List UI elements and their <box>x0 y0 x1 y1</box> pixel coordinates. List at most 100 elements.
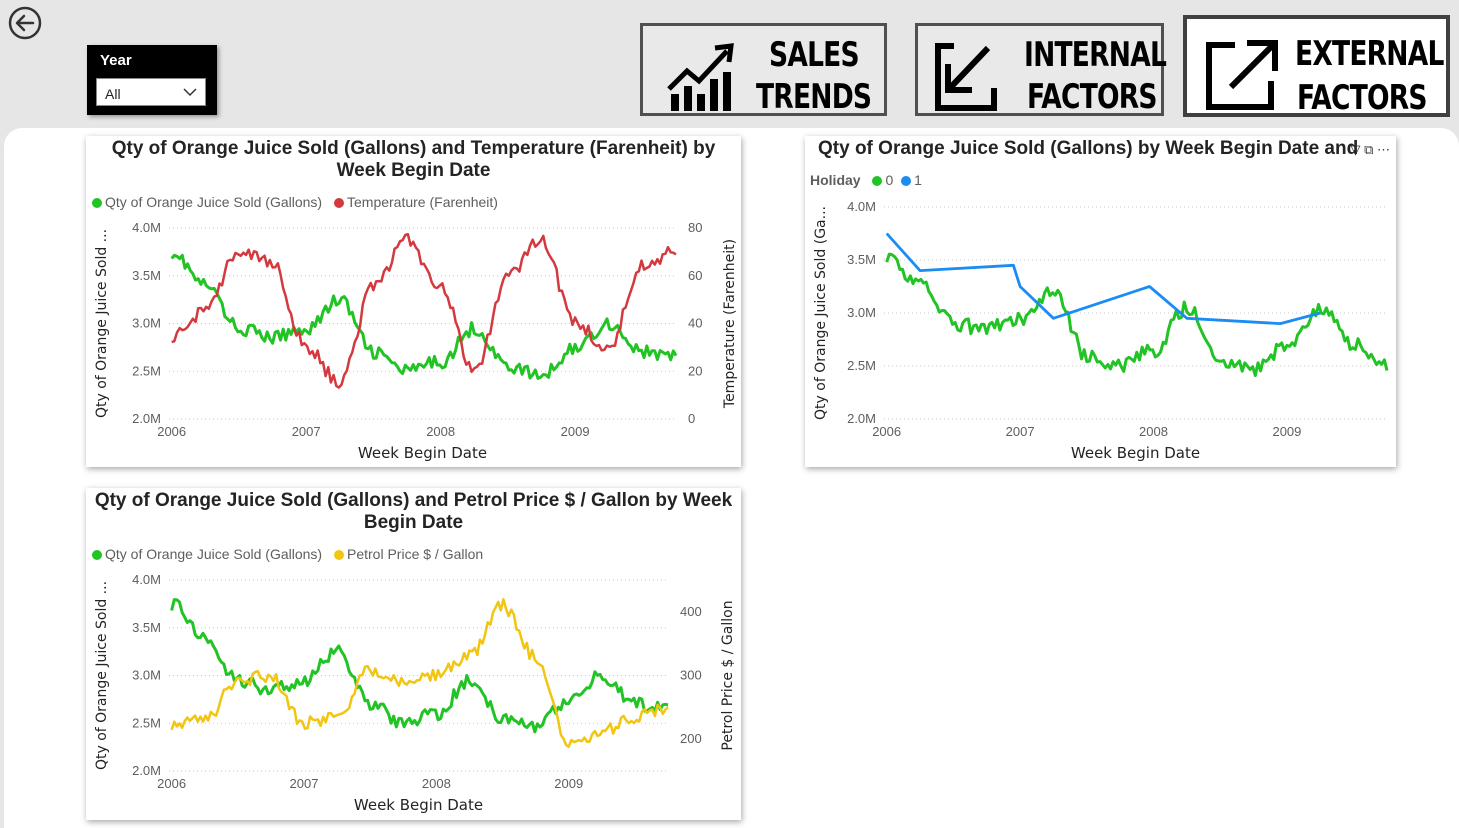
sales-trends-label-line2: TRENDS <box>756 77 872 117</box>
external-factors-label-line2: FACTORS <box>1297 78 1428 118</box>
y-axis-title-right: Petrol Price $ / Gallon <box>720 600 736 750</box>
petrol-chart-card[interactable]: Qty of Orange Juice Sold (Gallons) and P… <box>86 488 741 820</box>
y-tick-label-left: 2.0M <box>847 411 876 426</box>
more-options-icon[interactable]: ⋯ <box>1377 142 1390 157</box>
x-tick-label: 2006 <box>157 424 186 439</box>
x-tick-label: 2008 <box>422 776 451 791</box>
legend-item-qty[interactable]: Qty of Orange Juice Sold (Gallons) <box>92 194 322 210</box>
series-line-temperature-farenheit- <box>171 232 677 389</box>
x-tick-label: 2006 <box>157 776 186 791</box>
petrol-chart-plot: 4.0M 3.5M 3.0M 2.5M 2.0M 400 300 200 2006 2007 200… <box>94 572 736 814</box>
chart-legend: Qty of Orange Juice Sold (Gallons) Tempe… <box>92 194 506 210</box>
internal-factors-button[interactable]: INTERNAL FACTORS <box>915 23 1167 117</box>
legend-dot-green <box>92 198 102 208</box>
y-axis-title-left: Qty of Orange Juice Sold ... <box>94 229 110 418</box>
x-tick-label: 2008 <box>426 424 455 439</box>
x-axis-title: Week Begin Date <box>1071 444 1200 462</box>
legend-item-temperature[interactable]: Temperature (Farenheit) <box>334 194 498 210</box>
y-tick-label-right: 80 <box>688 220 702 235</box>
filter-icon[interactable]: ▽ <box>1350 142 1361 157</box>
legend-item-holiday-1[interactable]: 1 <box>901 172 922 188</box>
chart-title: Qty of Orange Juice Sold (Gallons) and T… <box>111 138 716 181</box>
chart-title: Qty of Orange Juice Sold (Gallons) and P… <box>94 490 733 533</box>
back-arrow-icon <box>8 6 42 40</box>
internal-factors-label-line2: FACTORS <box>1027 77 1158 117</box>
y-tick-label-left: 2.0M <box>132 763 161 778</box>
y-tick-label-left: 2.5M <box>132 363 161 378</box>
year-slicer: Year All <box>87 45 217 115</box>
legend-label-petrol: Petrol Price $ / Gallon <box>347 546 484 562</box>
focus-mode-icon[interactable]: ⧉ <box>1364 142 1374 157</box>
x-tick-label: 2007 <box>290 776 319 791</box>
y-tick-label-left: 3.0M <box>132 316 161 331</box>
year-dropdown-value: All <box>105 86 121 102</box>
y-axis-title-right: Temperature (Farenheit) <box>722 239 738 409</box>
y-tick-label-left: 3.5M <box>132 268 161 283</box>
temperature-chart-plot: 4.0M 3.5M 3.0M 2.5M 2.0M 80 60 40 20 0 2006 2007 200… <box>94 220 738 462</box>
series-line-qty-of-orange-juice-sold-gallons- <box>170 598 669 734</box>
legend-label-1: 1 <box>914 172 922 188</box>
y-tick-label-left: 3.0M <box>132 668 161 683</box>
y-tick-label-right: 400 <box>680 604 702 619</box>
y-tick-label-left: 3.5M <box>132 620 161 635</box>
temperature-chart-card[interactable]: Qty of Orange Juice Sold (Gallons) and T… <box>86 136 741 467</box>
y-tick-label-right: 0 <box>688 411 695 426</box>
legend-dot-green <box>872 176 883 186</box>
chevron-down-icon <box>183 88 197 97</box>
internal-factors-label-line1: INTERNAL <box>1024 35 1167 75</box>
x-tick-label: 2009 <box>554 776 583 791</box>
legend-label-qty: Qty of Orange Juice Sold (Gallons) <box>105 194 323 210</box>
x-tick-label: 2007 <box>1006 424 1035 439</box>
chart-legend: Qty of Orange Juice Sold (Gallons) Petro… <box>92 546 491 562</box>
y-tick-label-left: 4.0M <box>132 572 161 587</box>
series-line-0 <box>885 252 1389 377</box>
arrow-out-icon <box>1206 40 1278 110</box>
x-tick-label: 2008 <box>1139 424 1168 439</box>
y-tick-label-right: 300 <box>680 668 702 683</box>
legend-dot-yellow <box>334 550 344 560</box>
x-tick-label: 2009 <box>561 424 590 439</box>
visual-header-icons: ▽ ⧉ ⋯ <box>1350 142 1390 158</box>
x-axis-title: Week Begin Date <box>358 444 487 462</box>
sales-trends-button[interactable]: SALES TRENDS <box>640 23 887 117</box>
chart-title: Qty of Orange Juice Sold (Gallons) by We… <box>818 138 1359 159</box>
legend-dot-blue <box>901 176 912 186</box>
sales-trends-label-line1: SALES <box>769 35 860 75</box>
x-tick-label: 2006 <box>872 424 901 439</box>
y-tick-label-left: 2.0M <box>132 411 161 426</box>
legend-item-holiday-0[interactable]: 0 <box>872 172 893 188</box>
external-factors-label-line1: EXTERNAL <box>1295 34 1444 74</box>
legend-dot-green <box>92 550 102 560</box>
bar-chart-trend-icon <box>667 43 734 111</box>
year-slicer-title: Year <box>100 52 132 69</box>
year-dropdown[interactable]: All <box>96 78 206 106</box>
series-line-1 <box>885 232 1321 325</box>
y-tick-label-left: 3.5M <box>847 252 876 267</box>
external-factors-button[interactable]: EXTERNAL FACTORS <box>1183 15 1450 118</box>
x-axis-title: Week Begin Date <box>354 796 483 814</box>
y-tick-label-left: 2.5M <box>847 358 876 373</box>
arrow-in-icon <box>935 43 997 111</box>
y-tick-label-right: 200 <box>680 731 702 746</box>
chart-legend: Holiday 0 1 <box>810 172 930 188</box>
legend-label-0: 0 <box>885 172 894 188</box>
back-button[interactable] <box>8 6 42 40</box>
y-tick-label-left: 4.0M <box>847 199 876 214</box>
x-tick-label: 2007 <box>292 424 321 439</box>
y-axis-title-left: Qty of Orange Juice Sold ... <box>94 581 110 770</box>
series-line-petrol-price-gallon <box>170 598 669 748</box>
y-tick-label-right: 60 <box>688 268 702 283</box>
y-tick-label-right: 20 <box>688 363 702 378</box>
y-tick-label-left: 4.0M <box>132 220 161 235</box>
legend-label-qty: Qty of Orange Juice Sold (Gallons) <box>105 546 323 562</box>
y-tick-label-left: 2.5M <box>132 715 161 730</box>
legend-label-temperature: Temperature (Farenheit) <box>347 194 498 210</box>
holiday-chart-card[interactable]: Qty of Orange Juice Sold (Gallons) by We… <box>805 136 1396 467</box>
legend-title: Holiday <box>810 172 861 188</box>
legend-item-qty[interactable]: Qty of Orange Juice Sold (Gallons) <box>92 546 322 562</box>
legend-item-petrol[interactable]: Petrol Price $ / Gallon <box>334 546 483 562</box>
y-tick-label-right: 40 <box>688 316 702 331</box>
series-line-qty-of-orange-juice-sold-gallons- <box>170 253 678 380</box>
x-tick-label: 2009 <box>1272 424 1301 439</box>
